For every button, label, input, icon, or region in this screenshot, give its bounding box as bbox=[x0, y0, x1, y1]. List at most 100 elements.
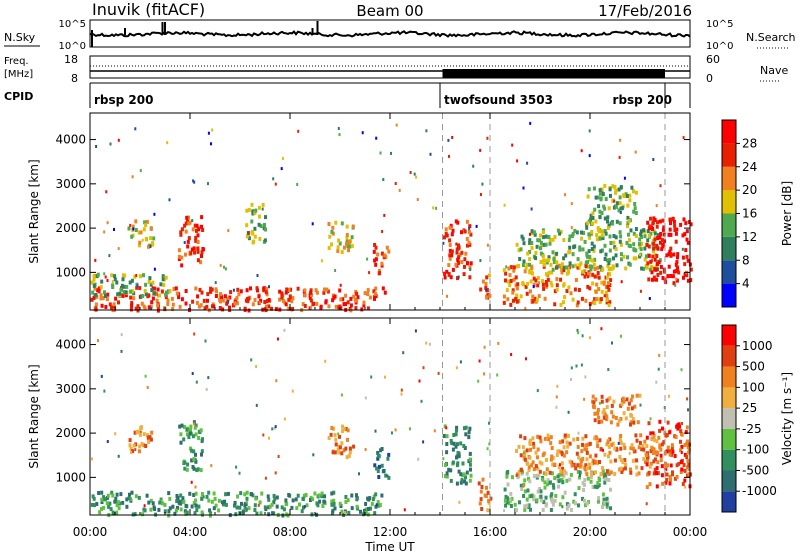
echo-cell bbox=[175, 494, 179, 498]
echo-cell bbox=[127, 226, 131, 231]
echo-cell bbox=[634, 256, 638, 261]
echo-cell bbox=[626, 203, 630, 208]
echo-cell bbox=[592, 248, 596, 253]
echo-cell bbox=[196, 246, 200, 251]
echo-cell bbox=[603, 415, 607, 420]
colorbar-swatch bbox=[722, 449, 736, 471]
echo-cell bbox=[594, 453, 598, 458]
echo-cell bbox=[92, 496, 96, 501]
echo-cell bbox=[647, 277, 651, 282]
echo-cell bbox=[536, 466, 540, 471]
echo-cell bbox=[542, 262, 546, 267]
echo-cell bbox=[341, 429, 345, 433]
echo-cell bbox=[668, 449, 672, 454]
echo-cell bbox=[590, 471, 594, 476]
echo-cell bbox=[104, 275, 107, 279]
echo-cell bbox=[448, 243, 452, 247]
echo-cell bbox=[183, 241, 186, 244]
echo-cell bbox=[591, 211, 595, 216]
echo-cell bbox=[628, 262, 632, 267]
echo-cell bbox=[283, 328, 286, 332]
echo-cell bbox=[264, 215, 267, 220]
echo-cell bbox=[614, 190, 617, 195]
echo-cell bbox=[584, 434, 588, 439]
echo-cell bbox=[179, 432, 183, 437]
echo-cell bbox=[661, 218, 665, 223]
echo-cell bbox=[607, 267, 611, 272]
echo-cell bbox=[123, 273, 127, 278]
echo-cell bbox=[142, 443, 146, 448]
echo-cell bbox=[597, 204, 601, 209]
echo-cell bbox=[569, 508, 573, 512]
echo-cell bbox=[144, 237, 148, 242]
echo-cell bbox=[627, 243, 631, 248]
echo-cell bbox=[117, 506, 121, 511]
echo-cell bbox=[525, 448, 529, 453]
echo-cell bbox=[334, 304, 338, 309]
echo-cell bbox=[518, 257, 522, 261]
echo-cell bbox=[583, 498, 586, 503]
echo-cell bbox=[635, 465, 639, 470]
echo-cell bbox=[515, 293, 519, 298]
echo-cell bbox=[678, 424, 681, 429]
colorbar-label: Power [dB] bbox=[780, 181, 794, 246]
echo-cell bbox=[102, 497, 106, 502]
echo-cell bbox=[604, 252, 608, 257]
echo-cell bbox=[168, 289, 172, 294]
echo-cell bbox=[675, 463, 679, 468]
echo-cell bbox=[464, 481, 468, 486]
echo-cell bbox=[600, 327, 603, 331]
echo-cell bbox=[201, 437, 204, 442]
echo-cell bbox=[666, 420, 670, 425]
echo-cell bbox=[488, 442, 491, 446]
echo-cell bbox=[340, 393, 343, 397]
echo-cell bbox=[385, 245, 389, 250]
echo-cell bbox=[617, 208, 621, 213]
echo-cell bbox=[640, 235, 644, 239]
echo-cell bbox=[113, 274, 117, 279]
echo-cell bbox=[532, 497, 536, 502]
echo-cell bbox=[319, 305, 323, 310]
echo-cell bbox=[681, 255, 685, 260]
echo-cell bbox=[414, 329, 417, 333]
echo-cell bbox=[245, 234, 249, 239]
echo-cell bbox=[685, 425, 689, 430]
echo-cell bbox=[519, 434, 523, 439]
echo-cell bbox=[511, 298, 515, 303]
echo-region bbox=[477, 477, 493, 513]
echo-cell bbox=[332, 426, 336, 431]
echo-cell bbox=[175, 291, 179, 296]
echo-cell bbox=[598, 236, 602, 241]
echo-cell bbox=[457, 243, 460, 248]
echo-cell bbox=[640, 447, 644, 452]
echo-cell bbox=[383, 213, 386, 217]
echo-cell bbox=[177, 254, 181, 259]
echo-region bbox=[373, 447, 391, 480]
echo-cell bbox=[573, 228, 577, 233]
echo-cell bbox=[90, 280, 94, 285]
echo-cell bbox=[511, 288, 515, 293]
echo-cell bbox=[253, 226, 257, 231]
echo-cell bbox=[235, 465, 238, 469]
echo-cell bbox=[571, 252, 575, 257]
echo-cell bbox=[585, 272, 589, 276]
echo-cell bbox=[626, 406, 630, 411]
echo-cell bbox=[539, 494, 543, 499]
echo-cell bbox=[591, 485, 595, 489]
colorbar-swatch bbox=[722, 260, 736, 284]
echo-cell bbox=[374, 492, 378, 497]
echo-cell bbox=[611, 198, 615, 203]
echo-region bbox=[479, 273, 492, 300]
echo-cell bbox=[468, 224, 472, 229]
echo-cell bbox=[564, 253, 568, 258]
echo-cell bbox=[609, 420, 613, 425]
echo-cell bbox=[253, 298, 257, 302]
echo-cell bbox=[200, 224, 203, 229]
echo-cell bbox=[508, 498, 512, 502]
echo-cell bbox=[288, 294, 292, 299]
echo-cell bbox=[468, 265, 472, 270]
echo-cell bbox=[648, 482, 652, 487]
echo-cell bbox=[519, 453, 523, 458]
echo-cell bbox=[515, 299, 519, 304]
echo-cell bbox=[637, 445, 641, 450]
